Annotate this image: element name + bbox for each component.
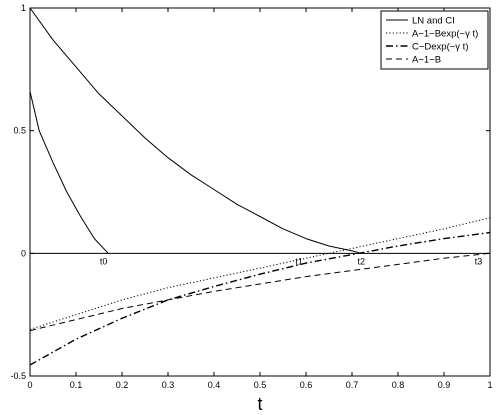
y-tick-label: -0.5 <box>10 371 26 381</box>
legend-label: LN and CI <box>412 16 455 27</box>
x-tick-label: 0.1 <box>70 380 83 390</box>
x-tick-label: 1 <box>487 380 492 390</box>
y-tick-label: 0.5 <box>13 126 26 136</box>
annotation-t0: t0 <box>100 256 108 266</box>
legend-box <box>380 10 489 70</box>
x-tick-label: 0.9 <box>438 380 451 390</box>
annotation-t3: t3 <box>475 256 483 266</box>
y-tick-label: 1 <box>21 3 26 13</box>
x-tick-label: 0.3 <box>162 380 175 390</box>
x-tick-label: 0.2 <box>116 380 129 390</box>
x-tick-label: 0.8 <box>392 380 405 390</box>
series-line-0 <box>29 7 362 254</box>
series-line-1 <box>29 91 109 254</box>
x-tick-label: 0 <box>27 380 32 390</box>
x-axis-label: t <box>257 394 262 414</box>
x-tick-label: 0.6 <box>300 380 313 390</box>
annotation-t2: t2 <box>357 256 365 266</box>
annotation-t1: t1 <box>295 256 303 266</box>
x-tick-label: 0.5 <box>254 380 267 390</box>
series-line-3 <box>29 231 491 366</box>
series-line-4 <box>29 252 491 332</box>
x-tick-label: 0.4 <box>208 380 221 390</box>
annotations: t0 t1 t2 t3 <box>100 256 482 266</box>
x-tick-label: 0.7 <box>346 380 359 390</box>
legend-label: A−1−B <box>412 55 441 66</box>
legend-label: A−1−Bexp(−γ t) <box>412 29 478 40</box>
series-line-2 <box>29 217 491 330</box>
legend: LN and CI A−1−Bexp(−γ t) C−Dexp(−γ t) A−1−B <box>380 10 489 70</box>
y-axis: -0.5 0 0.5 1 <box>10 3 490 381</box>
legend-label: C−Dexp(−γ t) <box>412 42 469 53</box>
series-layer <box>29 7 491 366</box>
y-tick-label: 0 <box>21 248 26 258</box>
